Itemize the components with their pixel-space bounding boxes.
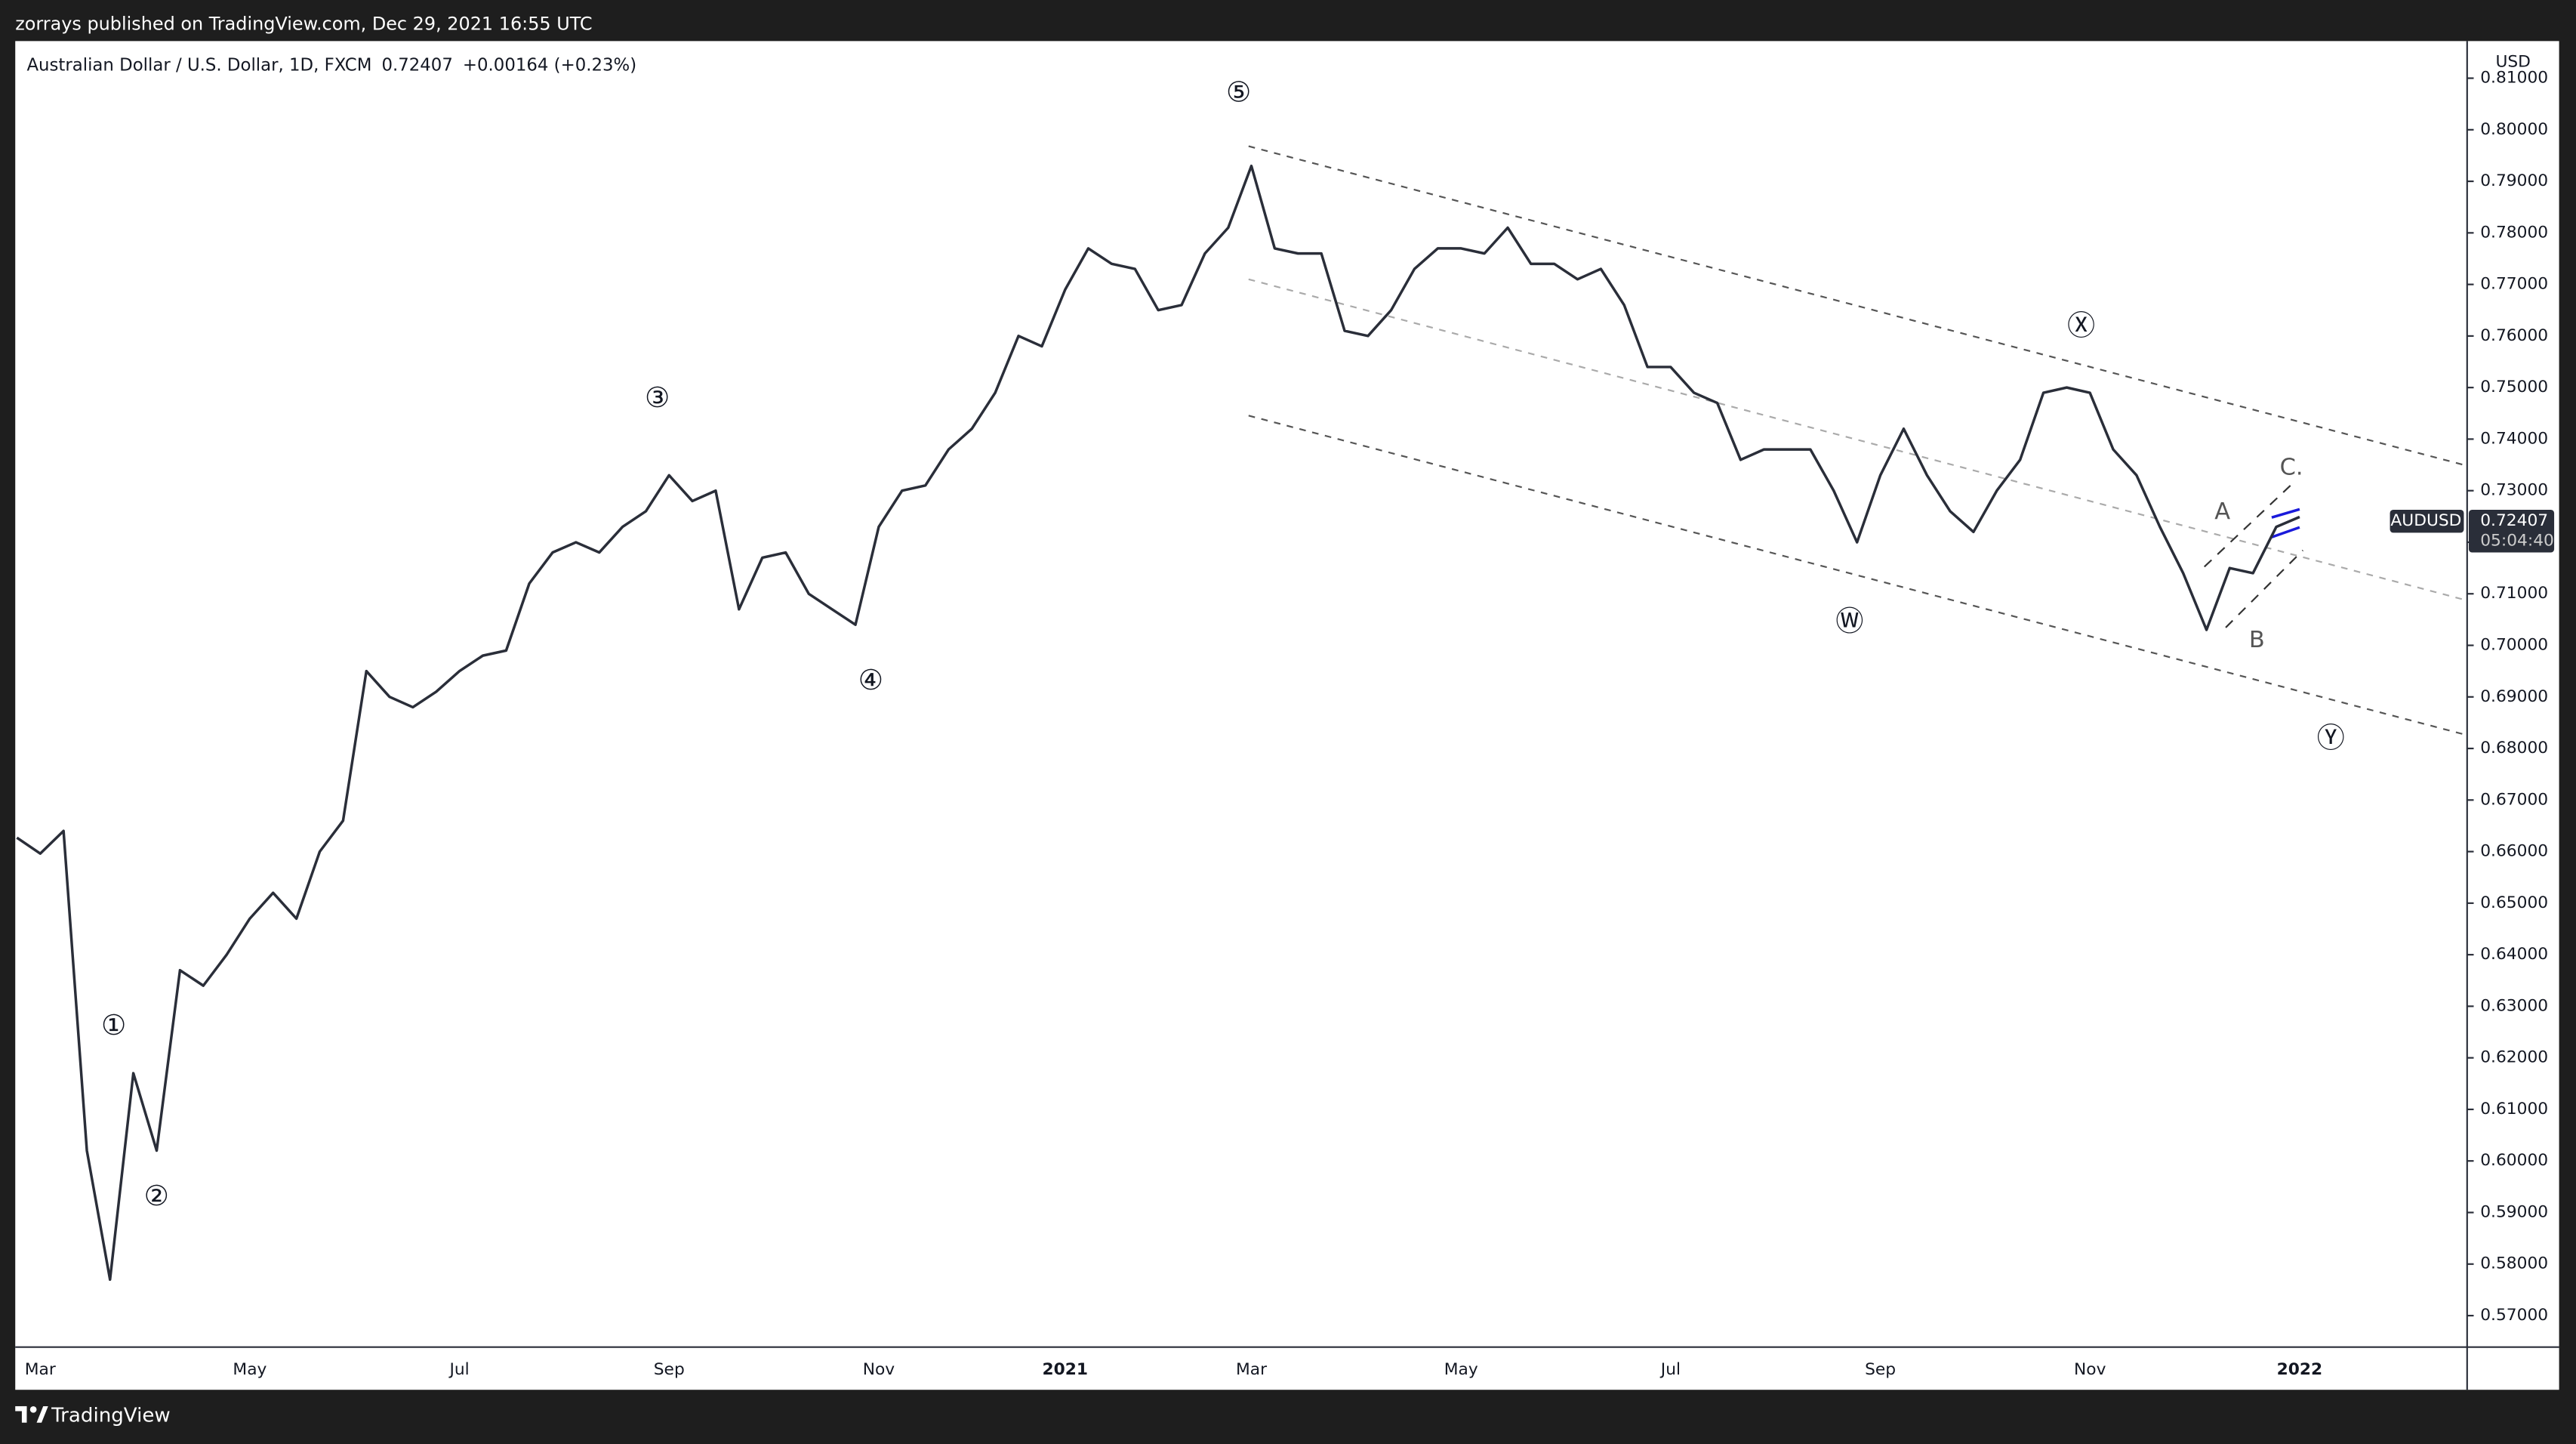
x-tick-label: 2021: [1042, 1360, 1088, 1379]
y-tick-label: 0.58000: [2480, 1254, 2548, 1273]
y-tick-label: 0.66000: [2480, 842, 2548, 861]
y-tick-label: 0.62000: [2480, 1048, 2548, 1067]
abc-upper: [2204, 483, 2292, 568]
y-tick-label: 0.79000: [2480, 171, 2548, 190]
quote: 0.72407: [381, 56, 452, 76]
abc-lower: [2225, 549, 2304, 628]
y-tick-label: 0.74000: [2480, 429, 2548, 448]
x-tick-label: May: [233, 1360, 267, 1379]
y-tick-label: 0.59000: [2480, 1202, 2548, 1221]
x-tick-label: Jul: [448, 1360, 469, 1379]
price-tag-label: 0.72407: [2480, 511, 2548, 530]
symbol-tag: [2390, 509, 2464, 533]
y-tick-label: 0.80000: [2480, 120, 2548, 139]
currency-box: [2490, 51, 2537, 74]
x-tick-label: Mar: [25, 1360, 56, 1379]
footer: TradingView: [51, 1405, 171, 1427]
y-tick-label: 0.64000: [2480, 945, 2548, 964]
blue-line: [2271, 508, 2300, 519]
blue-line: [2271, 526, 2300, 538]
channel: [1248, 145, 2464, 736]
wave-label: Ⓧ: [2067, 309, 2095, 341]
chart-area: [15, 41, 2559, 1390]
x-tick-label: Nov: [863, 1360, 895, 1379]
wave-label: ③: [645, 381, 670, 414]
y-tick-label: 0.71000: [2480, 584, 2548, 603]
wave-label: ②: [144, 1180, 169, 1212]
wave-label: ⑤: [1226, 76, 1251, 108]
x-tick-label: 2022: [2277, 1360, 2323, 1379]
currency: USD: [2495, 53, 2530, 72]
wave-label: B: [2249, 627, 2265, 653]
x-tick-label: Sep: [1865, 1360, 1896, 1379]
y-tick-label: 0.57000: [2480, 1306, 2548, 1325]
wave-label: ④: [858, 664, 883, 696]
price-tag: [2468, 509, 2555, 553]
x-tick-label: Jul: [1659, 1360, 1681, 1379]
y-tick-label: 0.61000: [2480, 1100, 2548, 1118]
x-tick-label: Sep: [654, 1360, 685, 1379]
price-line: [16, 164, 2300, 1282]
logo: [15, 1405, 48, 1423]
y-tick-label: 0.81000: [2480, 69, 2548, 88]
y-tick-label: 0.75000: [2480, 378, 2548, 396]
symbol-label: AUDUSD: [2390, 511, 2461, 530]
y-tick-label: 0.77000: [2480, 275, 2548, 294]
y-tick-label: 0.78000: [2480, 223, 2548, 242]
wave-label: C.: [2280, 454, 2303, 480]
logo-part: [21, 1405, 27, 1423]
x-tick-label: Mar: [1236, 1360, 1267, 1379]
wave-label: A: [2214, 498, 2230, 525]
y-tick-label: 0.76000: [2480, 326, 2548, 345]
y-tick-label: 0.60000: [2480, 1151, 2548, 1170]
wave-label: ①: [101, 1009, 126, 1041]
y-tick-label: 0.69000: [2480, 687, 2548, 706]
logo-part: [15, 1405, 27, 1412]
change: +0.00164 (+0.23%): [463, 56, 636, 76]
logo-part: [29, 1405, 37, 1413]
y-tick-label: 0.70000: [2480, 636, 2548, 655]
chart-title: Australian Dollar / U.S. Dollar, 1D, FXC…: [26, 56, 371, 76]
price-tag-timer: 05:04:40: [2480, 531, 2554, 550]
header: zorrays published on TradingView.com, De…: [15, 14, 592, 35]
y-tick-label: 0.73000: [2480, 481, 2548, 500]
y-tick-label: 0.68000: [2480, 739, 2548, 757]
y-tick-label: 0.65000: [2480, 893, 2548, 912]
y-tick-label: 0.63000: [2480, 996, 2548, 1015]
x-tick-label: May: [1444, 1360, 1478, 1379]
wave-label: Ⓦ: [1835, 605, 1863, 637]
logo-part: [36, 1405, 48, 1423]
y-tick-label: 0.67000: [2480, 790, 2548, 809]
x-tick-label: Nov: [2074, 1360, 2106, 1379]
wave-label: Ⓨ: [2317, 721, 2345, 754]
